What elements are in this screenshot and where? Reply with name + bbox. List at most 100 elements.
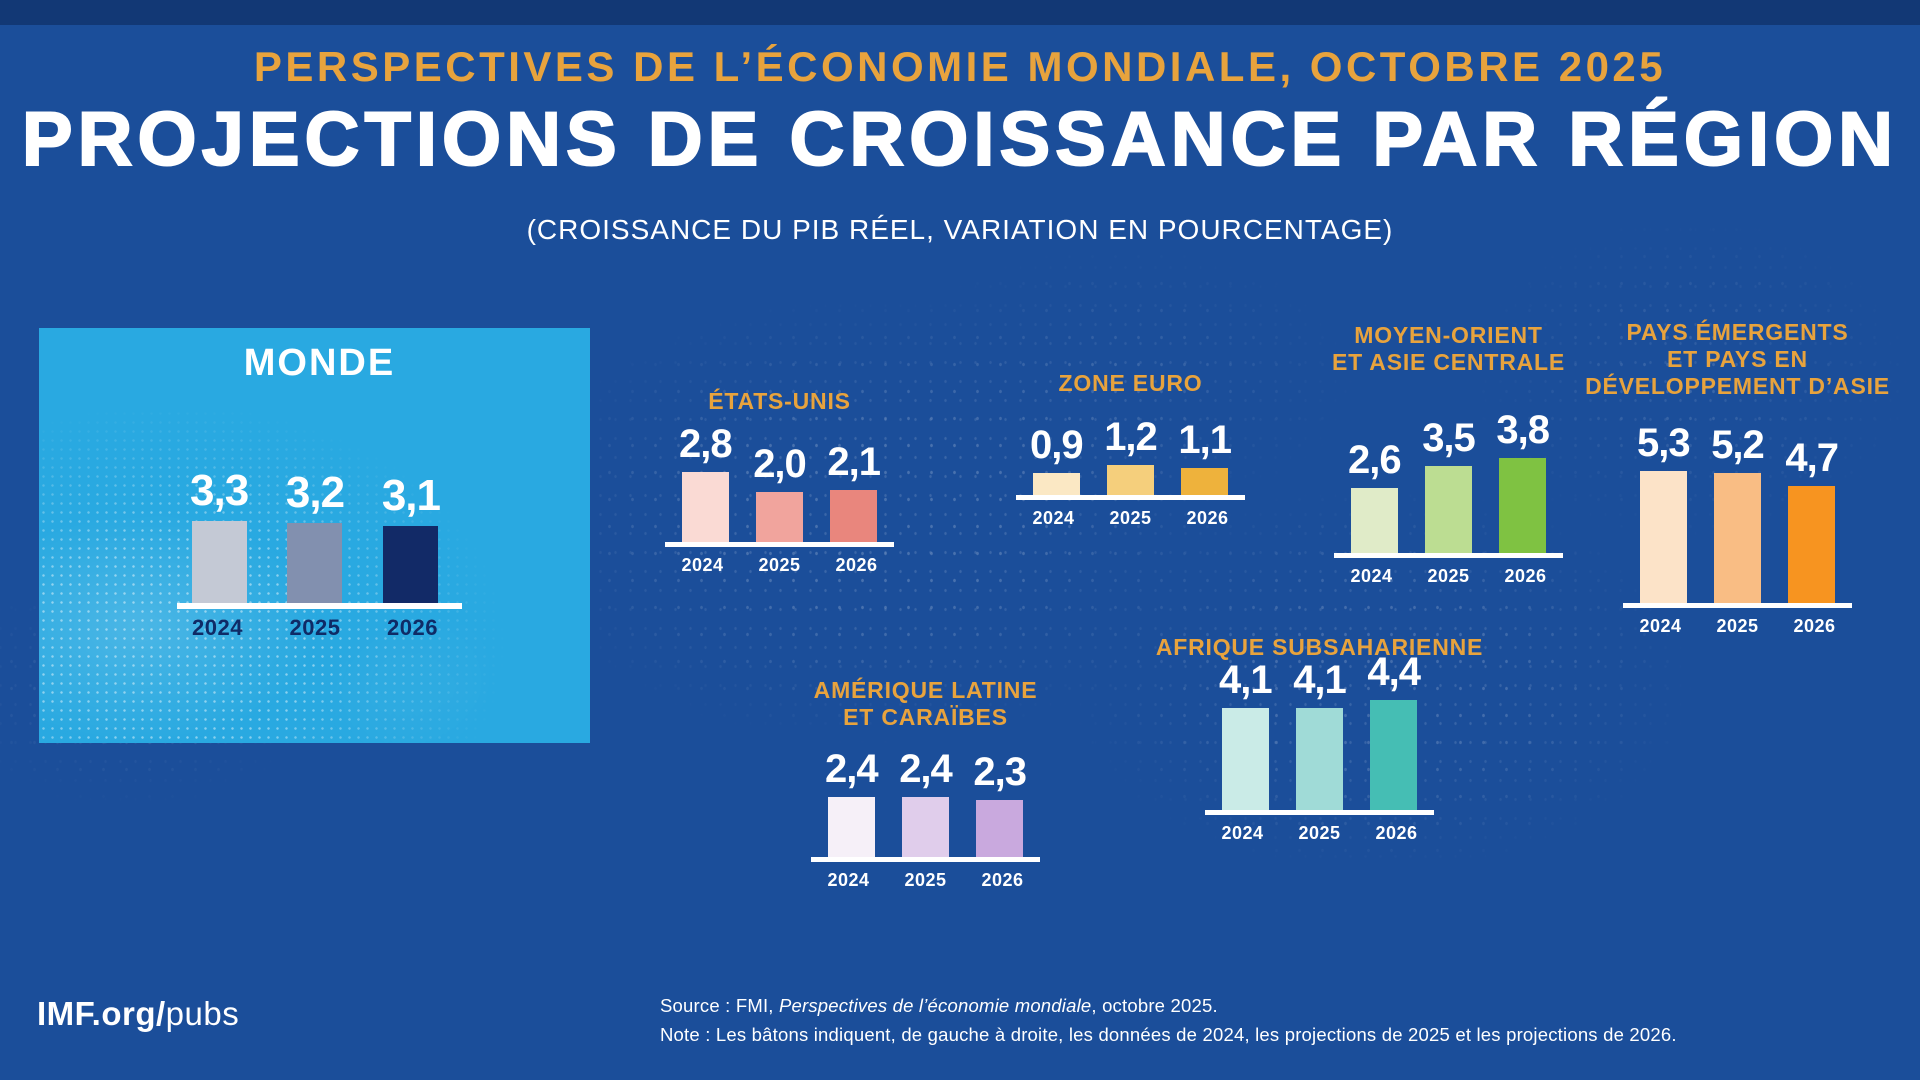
chart-title-line: ET PAYS EN: [1667, 346, 1808, 372]
bar-2024: [1032, 472, 1080, 495]
chart-baseline: [1205, 810, 1434, 815]
source-title-italic: Perspectives de l’économie mondiale: [778, 995, 1092, 1016]
chart-title: MOYEN-ORIENT ET ASIE CENTRALE: [1332, 322, 1565, 376]
bar-2026: [976, 799, 1024, 857]
year-label: 2024: [1350, 566, 1393, 586]
bar-column: 5,2: [1711, 425, 1765, 603]
chart-title-line: MONDE: [243, 342, 396, 384]
bar-value-label: 2,0: [753, 442, 807, 487]
year-label: 2026: [1504, 566, 1547, 586]
bar-2026: [830, 489, 878, 542]
chart-title-line: ÉTATS-UNIS: [708, 388, 851, 414]
chart-title-line: AMÉRIQUE LATINE: [813, 677, 1038, 703]
chart-title: ZONE EURO: [1059, 370, 1203, 397]
year-label: 2026: [1793, 616, 1836, 636]
imf-org-bold-text: IMF.org/: [37, 995, 166, 1032]
year-label: 2025: [1298, 823, 1341, 843]
bar-column: 2,8: [679, 422, 733, 542]
bar-2025: [1713, 473, 1761, 603]
bar-column: 4,1: [1219, 657, 1273, 810]
bar-2024: [1639, 470, 1687, 603]
year-labels: 2024 2025 2026: [190, 615, 440, 641]
year-labels: 2024 2025 2026: [1030, 508, 1231, 529]
bar-2024: [827, 797, 875, 857]
year-labels: 2024 2025 2026: [1219, 823, 1420, 844]
year-label: 2024: [827, 870, 870, 890]
kicker-title: PERSPECTIVES DE L’ÉCONOMIE MONDIALE, OCT…: [253, 43, 1667, 90]
bar-value-label: 4,4: [1367, 650, 1421, 695]
page-subtitle: (CROISSANCE DU PIB RÉEL, VARIATION EN PO…: [526, 214, 1394, 245]
bar-group: 2,6 3,5 3,8: [1348, 410, 1550, 553]
source-note-block: Source : FMI, Perspectives de l’économie…: [660, 992, 1677, 1049]
year-label: 2026: [387, 615, 438, 640]
chart-title: ÉTATS-UNIS: [708, 388, 851, 415]
bar-value-label: 2,1: [827, 439, 881, 484]
bar-column: 0,9: [1030, 422, 1084, 495]
pubs-light-text: pubs: [165, 995, 240, 1032]
year-label: 2025: [289, 615, 341, 640]
bar-group: 5,3 5,2 4,7: [1637, 420, 1839, 603]
bar-2025: [901, 797, 949, 857]
bar-value-label: 2,3: [973, 749, 1027, 794]
chart-baseline: [177, 603, 462, 609]
year-label: 2025: [1109, 508, 1152, 528]
bar-2026: [1370, 700, 1418, 810]
chart-title-line: MOYEN-ORIENT: [1354, 322, 1543, 348]
bar-value-label: 3,5: [1422, 415, 1476, 460]
bar-group: 2,4 2,4 2,3: [825, 747, 1027, 857]
bar-2026: [1181, 467, 1229, 495]
chart-baseline: [665, 542, 894, 547]
top-border-band: [0, 0, 1920, 25]
bar-group: 4,1 4,1 4,4: [1219, 650, 1421, 810]
year-labels: 2024 2025 2026: [679, 555, 880, 576]
bar-value-label: 1,1: [1178, 417, 1232, 462]
bar-value-label: 1,2: [1104, 415, 1158, 460]
bar-2024: [191, 520, 247, 603]
chart-baseline: [1623, 603, 1852, 608]
bar-2024: [1350, 488, 1398, 553]
bar-column: 3,8: [1496, 410, 1550, 553]
bar-column: 3,2: [286, 470, 345, 603]
year-labels: 2024 2025 2026: [1637, 616, 1838, 637]
year-label: 2024: [1032, 508, 1075, 528]
imf-pubs-link[interactable]: IMF.org/pubs: [37, 995, 239, 1033]
bar-2024: [1221, 707, 1269, 810]
year-labels: 2024 2025 2026: [1348, 566, 1549, 587]
bar-2025: [1295, 707, 1343, 810]
bar-column: 3,5: [1422, 415, 1476, 553]
bar-2025: [1106, 465, 1154, 495]
bar-column: 2,0: [753, 442, 807, 542]
bar-2026: [383, 525, 439, 603]
chart-baseline: [1334, 553, 1563, 558]
bar-value-label: 4,7: [1785, 435, 1839, 480]
chart-title: PAYS ÉMERGENTS ET PAYS EN DÉVELOPPEMENT D’…: [1585, 319, 1890, 400]
bar-value-label: 3,3: [190, 465, 249, 515]
chart-title-line: ET CARAÏBES: [843, 704, 1008, 730]
bar-2025: [287, 523, 343, 603]
bar-value-label: 2,8: [679, 422, 733, 467]
bar-column: 2,3: [973, 749, 1027, 857]
year-label: 2026: [835, 555, 878, 575]
bar-value-label: 2,4: [899, 747, 953, 792]
bar-column: 3,1: [381, 470, 441, 603]
note-line: Note : Les bâtons indiquent, de gauche à…: [660, 1023, 1677, 1045]
chart-title: AFRIQUE SUBSAHARIENNE: [1156, 634, 1483, 661]
bar-2025: [1424, 465, 1472, 553]
bar-value-label: 2,6: [1348, 438, 1402, 483]
bar-column: 4,7: [1785, 435, 1839, 603]
source-prefix: Source : FMI,: [660, 995, 779, 1016]
chart-title-line: AFRIQUE SUBSAHARIENNE: [1155, 634, 1484, 660]
chart-title: AMÉRIQUE LATINE ET CARAÏBES: [814, 677, 1038, 731]
bar-value-label: 5,3: [1637, 420, 1691, 465]
bar-column: 5,3: [1637, 420, 1691, 603]
bar-column: 1,2: [1104, 415, 1158, 495]
year-label: 2026: [1186, 508, 1229, 528]
bar-column: 2,6: [1348, 438, 1402, 553]
source-suffix: , octobre 2025.: [1091, 995, 1218, 1016]
bar-value-label: 2,4: [825, 747, 879, 792]
bar-value-label: 0,9: [1030, 422, 1084, 467]
year-label: 2025: [1716, 616, 1759, 636]
bar-2026: [1788, 485, 1836, 603]
bar-value-label: 4,1: [1219, 657, 1273, 702]
bar-value-label: 3,1: [381, 470, 441, 520]
